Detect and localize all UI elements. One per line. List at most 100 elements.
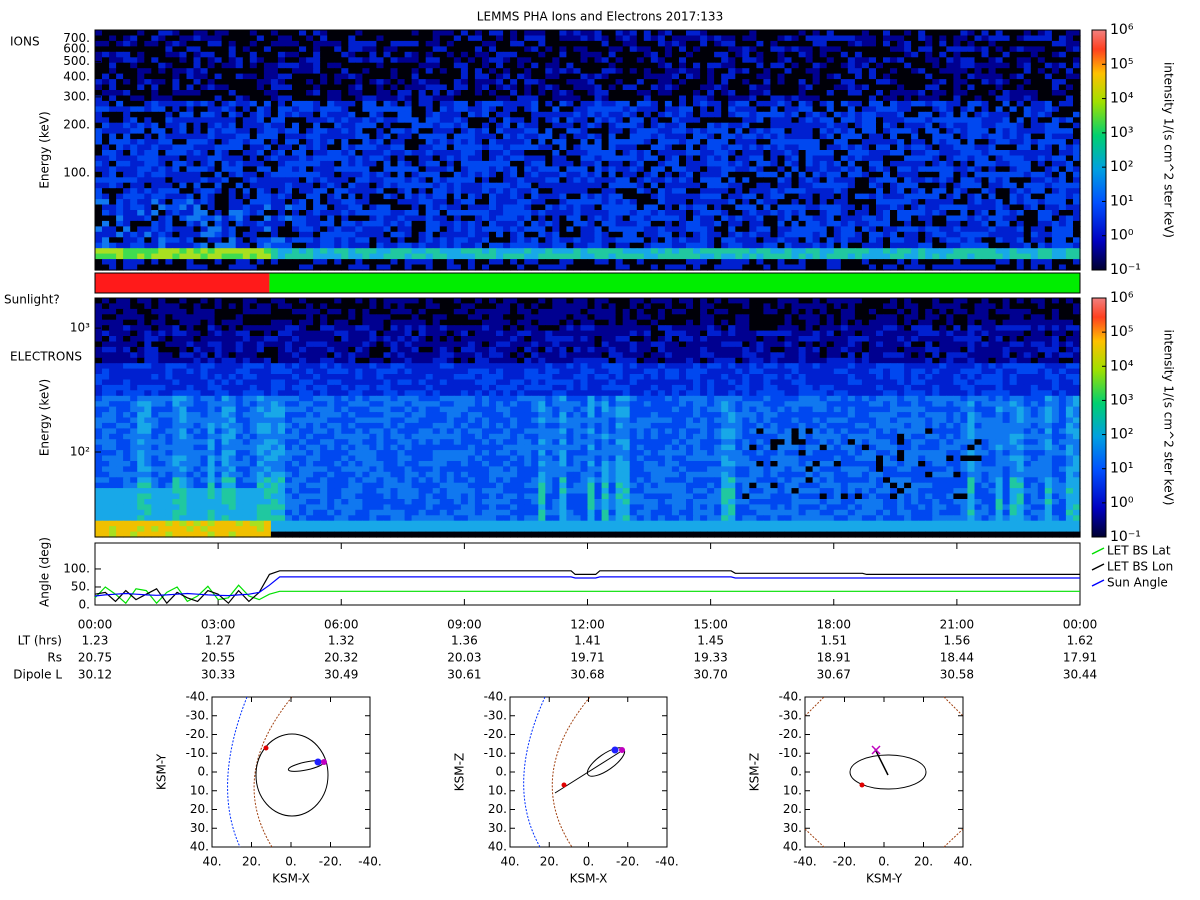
spectrogram-cell bbox=[812, 62, 821, 69]
spectrogram-cell bbox=[1009, 210, 1018, 217]
spectrogram-cell bbox=[566, 117, 574, 124]
spectrogram-cell bbox=[200, 204, 209, 211]
spectrogram-cell bbox=[242, 215, 251, 222]
spectrogram-cell bbox=[686, 51, 694, 58]
spectrogram-cell bbox=[1030, 79, 1039, 86]
spectrogram-cell bbox=[608, 215, 617, 222]
spectrogram-cell bbox=[552, 117, 560, 124]
spectrogram-cell bbox=[376, 84, 384, 91]
spectrogram-cell bbox=[439, 188, 448, 195]
spectrogram-cell bbox=[235, 79, 244, 86]
spectrogram-cell bbox=[995, 144, 1004, 151]
spectrogram-cell bbox=[144, 193, 152, 200]
spectrogram-cell bbox=[622, 193, 631, 200]
spectrogram-cell bbox=[714, 171, 722, 178]
spectrogram-cell bbox=[601, 150, 610, 157]
spectrogram-cell bbox=[812, 204, 821, 211]
spectrogram-cell bbox=[376, 215, 384, 222]
spectrogram-cell bbox=[334, 84, 342, 91]
spectrogram-cell bbox=[925, 166, 933, 173]
spectrogram-cell bbox=[974, 46, 983, 53]
spectrogram-cell bbox=[418, 210, 427, 217]
spectrogram-cell bbox=[805, 117, 814, 124]
spectrogram-cell bbox=[186, 177, 195, 184]
spectrogram-cell bbox=[221, 177, 230, 184]
spectrogram-cell bbox=[270, 166, 279, 173]
spectrogram-cell bbox=[383, 117, 392, 124]
spectrogram-cell bbox=[932, 177, 940, 184]
spectrogram-cell bbox=[995, 193, 1004, 200]
spectrogram-cell bbox=[932, 182, 940, 189]
spectrogram-cell bbox=[883, 139, 891, 146]
spectrogram-cell bbox=[868, 100, 877, 107]
spectrogram-cell bbox=[144, 128, 152, 135]
spectrogram-cell bbox=[756, 79, 764, 86]
spectrogram-cell bbox=[510, 171, 518, 178]
spectrogram-cell bbox=[953, 160, 961, 167]
spectrogram-cell bbox=[967, 188, 975, 195]
spectrogram-cell bbox=[489, 128, 497, 135]
spectrogram-cell bbox=[1065, 68, 1074, 75]
spectrogram-cell bbox=[587, 40, 596, 47]
spectrogram-cell bbox=[306, 177, 314, 184]
spectrogram-cell bbox=[453, 100, 462, 107]
spectrogram-cell bbox=[1058, 57, 1067, 64]
spectrogram-cell bbox=[1009, 128, 1018, 135]
spectrogram-cell bbox=[207, 122, 216, 129]
spectrogram-cell bbox=[946, 155, 954, 162]
spectrogram-cell bbox=[735, 210, 743, 217]
spectrogram-cell bbox=[193, 51, 202, 58]
spectrogram-cell bbox=[559, 57, 567, 64]
spectrogram-cell bbox=[622, 30, 631, 37]
spectrogram-cell bbox=[228, 166, 237, 173]
spectrogram-cell bbox=[404, 160, 413, 167]
spectrogram-cell bbox=[531, 188, 539, 195]
spectrogram-cell bbox=[960, 128, 968, 135]
spectrogram-cell bbox=[130, 150, 138, 157]
spectrogram-cell bbox=[679, 35, 687, 42]
spectrogram-cell bbox=[967, 204, 975, 211]
spectrogram-cell bbox=[742, 215, 750, 222]
spectrogram-cell bbox=[671, 84, 680, 91]
spectrogram-cell bbox=[876, 106, 884, 113]
spectrogram-cell bbox=[376, 188, 384, 195]
spectrogram-cell bbox=[559, 171, 567, 178]
spectrogram-cell bbox=[411, 90, 420, 97]
spectrogram-cell bbox=[1051, 171, 1060, 178]
spectrogram-cell bbox=[95, 90, 103, 97]
spectrogram-cell bbox=[1002, 210, 1011, 217]
spectrogram-cell bbox=[918, 199, 926, 206]
spectrogram-cell bbox=[693, 133, 701, 140]
spectrogram-cell bbox=[657, 171, 666, 178]
spectrogram-cell bbox=[876, 117, 884, 124]
spectrogram-cell bbox=[467, 210, 476, 217]
spectrogram-cell bbox=[700, 90, 708, 97]
spectrogram-cell bbox=[362, 150, 370, 157]
spectrogram-cell bbox=[193, 100, 202, 107]
spectrogram-cell bbox=[770, 79, 778, 86]
spectrogram-cell bbox=[1016, 171, 1025, 178]
spectrogram-cell bbox=[883, 95, 891, 102]
spectrogram-cell bbox=[967, 128, 975, 135]
spectrogram-cell bbox=[179, 193, 187, 200]
spectrogram-cell bbox=[573, 199, 581, 206]
spectrogram-cell bbox=[369, 95, 377, 102]
spectrogram-cell bbox=[193, 199, 202, 206]
spectrogram-cell bbox=[693, 84, 701, 91]
spectrogram-cell bbox=[974, 150, 983, 157]
spectrogram-cell bbox=[376, 182, 384, 189]
spectrogram-cell bbox=[432, 51, 441, 58]
spectrogram-cell bbox=[679, 122, 687, 129]
spectrogram-cell bbox=[116, 220, 124, 227]
spectrogram-cell bbox=[721, 177, 729, 184]
spectrogram-cell bbox=[721, 117, 729, 124]
spectrogram-cell bbox=[833, 122, 842, 129]
spectrogram-cell bbox=[812, 182, 821, 189]
spectrogram-cell bbox=[749, 171, 757, 178]
spectrogram-cell bbox=[214, 35, 223, 42]
spectrogram-cell bbox=[925, 100, 933, 107]
spectrogram-cell bbox=[904, 95, 912, 102]
spectrogram-cell bbox=[320, 84, 328, 91]
spectrogram-cell bbox=[770, 84, 778, 91]
spectrogram-cell bbox=[1002, 204, 1011, 211]
